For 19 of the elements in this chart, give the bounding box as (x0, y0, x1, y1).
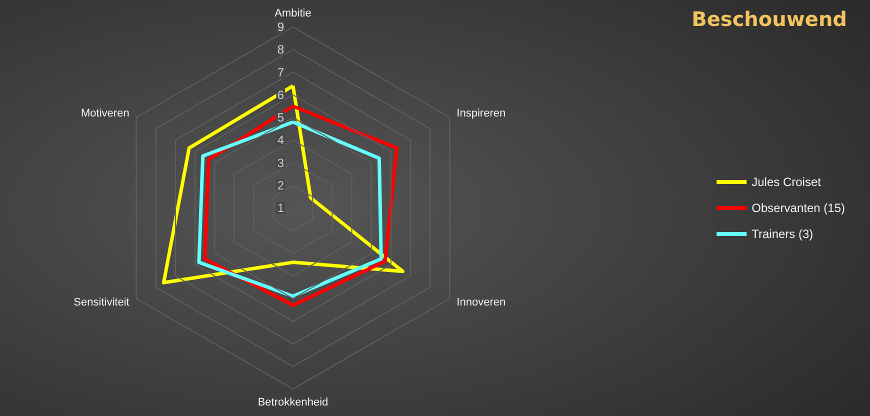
spoke-label: Ambitie (274, 8, 312, 20)
spoke-label: Betrokkenheid (258, 396, 328, 408)
y-tick-label: 9 (277, 20, 284, 34)
spoke-label: Inspireren (456, 108, 506, 120)
y-tick-label: 4 (277, 133, 284, 148)
y-tick-label: 6 (277, 88, 284, 102)
y-tick-label: 1 (277, 201, 284, 215)
y-tick-label: 2 (277, 178, 284, 192)
spoke-label: Innoveren (456, 296, 506, 308)
legend-label: Jules Croiset (752, 175, 822, 189)
y-tick-label: 5 (277, 110, 284, 124)
spoke-label: Motiveren (81, 108, 130, 120)
legend-label: Observanten (15) (752, 201, 846, 215)
spoke-label: Sensitiviteit (74, 296, 130, 308)
y-tick-label: 7 (277, 65, 284, 80)
y-tick-label: 3 (277, 156, 284, 170)
chart-title: Beschouwend (692, 7, 848, 31)
legend-label: Trainers (3) (752, 227, 814, 241)
y-tick-label: 8 (277, 42, 284, 57)
